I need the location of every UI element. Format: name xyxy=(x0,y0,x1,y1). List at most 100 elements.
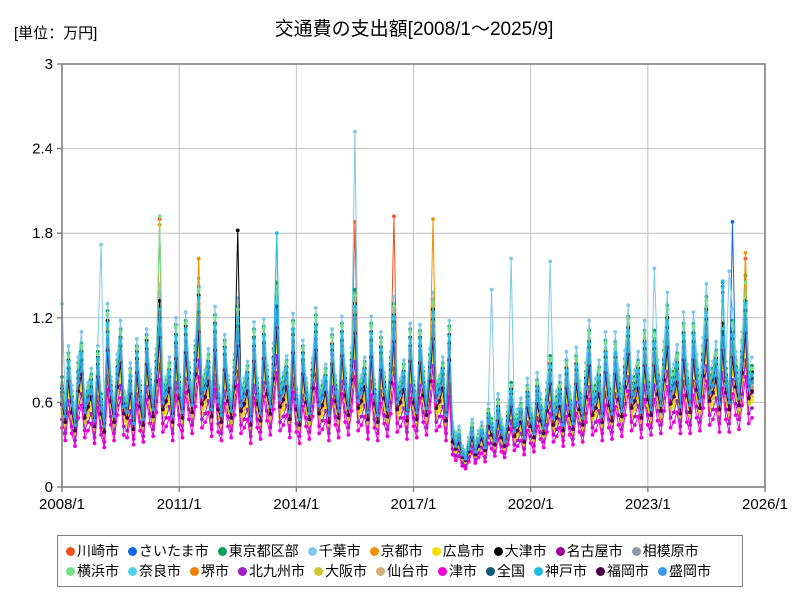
data-point xyxy=(750,363,754,368)
data-point xyxy=(626,317,631,322)
data-point xyxy=(444,418,448,423)
data-point xyxy=(239,403,243,408)
data-point xyxy=(372,425,377,430)
legend-item-津市[interactable]: 津市 xyxy=(438,564,477,578)
data-point xyxy=(561,423,566,427)
legend-item-東京都区部[interactable]: 東京都区部 xyxy=(217,544,299,558)
data-point xyxy=(255,394,260,399)
data-point xyxy=(232,413,237,417)
data-point xyxy=(323,382,328,386)
data-point xyxy=(730,220,735,224)
data-point xyxy=(473,449,478,454)
data-point xyxy=(584,386,588,391)
data-point xyxy=(261,346,266,351)
data-point xyxy=(447,346,452,351)
data-point xyxy=(613,351,618,355)
data-point xyxy=(567,432,572,437)
legend-item-盛岡市[interactable]: 盛岡市 xyxy=(658,564,711,578)
legend-item-名古屋市[interactable]: 名古屋市 xyxy=(555,543,623,559)
x-axis: 2008/1 2011/1 2014/1 2017/1 2020/1 2023/1 2026… xyxy=(39,487,788,513)
data-point xyxy=(750,380,754,385)
legend-marker-icon xyxy=(66,546,75,556)
data-point xyxy=(82,435,87,440)
data-point xyxy=(167,377,172,382)
data-point xyxy=(183,339,188,344)
data-point xyxy=(310,414,315,419)
data-point xyxy=(82,420,87,425)
data-point xyxy=(522,435,527,440)
legend-item-大阪市[interactable]: 大阪市 xyxy=(314,564,367,578)
data-point xyxy=(157,307,162,312)
x-tick-label: 2023/1 xyxy=(625,496,671,513)
data-point xyxy=(652,266,657,271)
data-point xyxy=(440,376,445,381)
data-point xyxy=(519,403,523,408)
data-point xyxy=(509,380,514,385)
data-point xyxy=(509,256,514,261)
data-point xyxy=(392,304,396,309)
data-point xyxy=(213,387,217,392)
legend-item-京都市[interactable]: 京都市 xyxy=(369,544,423,558)
data-point xyxy=(730,392,735,396)
legend-item-label: 相模原市 xyxy=(642,543,699,559)
data-point xyxy=(600,438,605,443)
data-point xyxy=(274,304,279,309)
data-point xyxy=(196,287,201,292)
data-point xyxy=(326,413,331,417)
data-point xyxy=(401,358,406,362)
legend-item-広島市[interactable]: 広島市 xyxy=(431,544,485,558)
data-point xyxy=(681,393,686,398)
data-point xyxy=(688,410,693,415)
data-point xyxy=(154,410,159,415)
data-point xyxy=(558,396,562,401)
data-point xyxy=(118,318,123,323)
data-point xyxy=(476,451,481,456)
data-point xyxy=(545,430,549,434)
legend-item-仙台市[interactable]: 仙台市 xyxy=(376,564,429,578)
legend-item-label: 名古屋市 xyxy=(566,543,623,559)
data-point xyxy=(727,269,732,274)
data-point xyxy=(587,397,592,402)
data-point xyxy=(655,384,660,389)
legend-item-奈良市[interactable]: 奈良市 xyxy=(128,564,181,578)
legend-item-千葉市[interactable]: 千葉市 xyxy=(307,544,361,558)
data-point xyxy=(535,380,540,385)
data-point xyxy=(190,403,195,408)
legend-item-横浜市[interactable]: 横浜市 xyxy=(66,564,119,578)
data-point xyxy=(112,414,116,419)
legend-item-福岡市[interactable]: 福岡市 xyxy=(596,564,649,578)
legend-item-神戸市[interactable]: 神戸市 xyxy=(534,564,587,578)
data-point xyxy=(125,410,129,415)
data-point xyxy=(229,435,234,440)
data-point xyxy=(688,431,693,436)
data-point xyxy=(453,458,458,463)
data-point xyxy=(89,366,94,371)
data-point xyxy=(639,435,644,440)
data-point xyxy=(255,425,260,430)
data-point xyxy=(157,298,162,303)
data-point xyxy=(239,431,243,436)
data-point xyxy=(574,411,579,416)
data-point xyxy=(313,315,318,320)
legend-item-大津市[interactable]: 大津市 xyxy=(493,544,547,558)
data-point xyxy=(626,303,631,308)
legend-item-北九州市[interactable]: 北九州市 xyxy=(238,564,305,578)
data-point xyxy=(112,420,116,425)
data-point xyxy=(515,444,520,449)
legend-item-全国[interactable]: 全国 xyxy=(486,564,525,578)
data-point xyxy=(593,406,598,410)
y-tick-label: 2.4 xyxy=(32,141,53,158)
data-point xyxy=(128,373,133,378)
data-point xyxy=(440,355,445,360)
series-津市[interactable] xyxy=(60,370,754,471)
legend-item-川崎市[interactable]: 川崎市 xyxy=(66,544,119,558)
data-point xyxy=(284,375,289,379)
legend-item-相模原市[interactable]: 相模原市 xyxy=(631,543,699,559)
data-point xyxy=(291,390,295,395)
legend-item-さいたま市[interactable]: さいたま市 xyxy=(128,544,209,558)
series-盛岡市[interactable] xyxy=(60,310,754,461)
data-point xyxy=(453,449,458,454)
data-point xyxy=(226,424,230,429)
data-point xyxy=(105,313,110,317)
legend-item-堺市[interactable]: 堺市 xyxy=(190,564,229,578)
